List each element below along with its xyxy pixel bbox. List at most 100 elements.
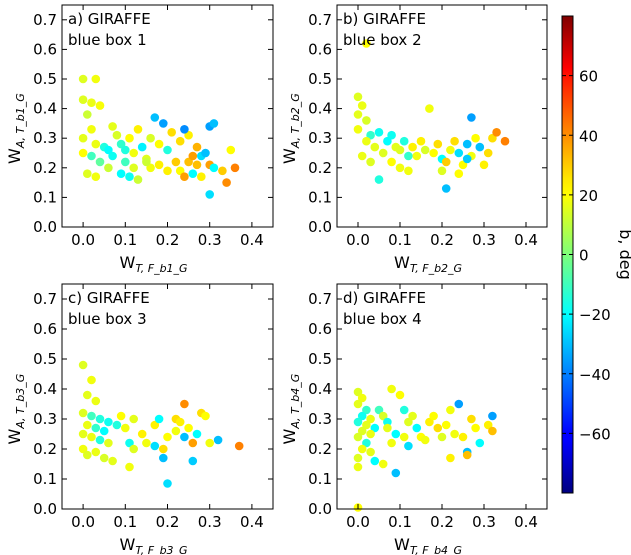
y-axis-label-main: W: [5, 429, 24, 445]
x-axis-label-subscript: T, F_b2_G: [410, 262, 462, 275]
data-point: [184, 423, 193, 433]
data-point: [366, 447, 375, 457]
data-point: [83, 169, 92, 178]
x-tick-label: 0.1: [113, 231, 137, 249]
data-point: [171, 426, 181, 436]
y-tick-label: 0.2: [33, 440, 57, 458]
data-point: [129, 444, 138, 454]
points: [78, 360, 244, 488]
x-axis-label: WT, F_b1_G: [120, 253, 188, 275]
x-tick-label: 0.4: [514, 231, 538, 249]
y-axis-label: WA, T_b4_G: [280, 374, 302, 445]
panel-3: 0.0 0.1 0.2 0.3 0.4 0.0 0.1 0.2 0.3 0.4 0.5 0.6 0.7 c…: [5, 283, 274, 555]
data-point: [78, 148, 88, 158]
x-axis-label-subscript: T, F_b1_G: [135, 262, 187, 275]
data-point: [222, 178, 231, 187]
data-point: [108, 122, 117, 131]
data-point: [437, 166, 447, 176]
x-tick-label: 0.3: [198, 513, 222, 531]
data-point: [129, 163, 138, 173]
data-point: [125, 133, 134, 143]
data-point: [366, 130, 375, 140]
x-tick-label: 0.4: [240, 513, 264, 531]
points: [353, 39, 510, 193]
data-point: [441, 184, 451, 193]
data-point: [180, 432, 189, 442]
data-point: [399, 432, 409, 442]
colorbar-tick-label: 0: [579, 247, 589, 265]
data-point: [366, 157, 375, 167]
data-point: [91, 423, 101, 433]
data-point: [201, 148, 210, 158]
y-tick-label: 0.3: [308, 410, 332, 428]
x-tick-label: 0.3: [472, 513, 496, 531]
data-point: [83, 420, 92, 430]
y-axis-label: WA, T_b3_G: [5, 374, 27, 445]
data-point: [378, 148, 388, 158]
y-tick-label: 0.3: [33, 129, 57, 147]
data-point: [146, 133, 155, 143]
colorbar-tick-label: −60: [579, 425, 611, 443]
x-tick-label: 0.3: [198, 231, 222, 249]
data-point: [78, 408, 88, 418]
data-point: [83, 110, 92, 119]
data-point: [87, 125, 96, 134]
y-axis-label-main: W: [280, 429, 299, 445]
data-point: [500, 136, 510, 146]
data-point: [450, 136, 459, 146]
y-axis-label-subscript: A, T_b3_G: [14, 374, 27, 430]
y-tick-label: 0.7: [33, 11, 57, 29]
data-point: [366, 429, 375, 439]
x-tick-label: 0.1: [388, 231, 412, 249]
data-point: [357, 426, 367, 436]
x-tick-label: 0.0: [71, 513, 95, 531]
x-axis-label-main: W: [120, 253, 136, 272]
data-point: [353, 110, 363, 119]
panel-title: c) GIRAFFE: [68, 289, 150, 307]
data-point: [387, 384, 396, 394]
data-point: [362, 438, 371, 448]
data-point: [446, 453, 455, 463]
x-axis-label-main: W: [394, 253, 410, 272]
data-point: [171, 157, 181, 167]
data-point: [125, 462, 134, 472]
data-point: [374, 175, 384, 184]
data-point: [104, 163, 113, 173]
data-point: [150, 113, 160, 122]
points: [78, 74, 240, 199]
data-point: [213, 435, 223, 445]
data-point: [404, 441, 413, 451]
panel-2: 0.0 0.1 0.2 0.3 0.4 0.0 0.1 0.2 0.3 0.4 0.5 0.6 0.7 b…: [280, 4, 548, 275]
x-axis-label: WT, F_b4_G: [394, 535, 462, 555]
data-point: [180, 172, 189, 181]
y-tick-label: 0.5: [308, 70, 332, 88]
data-point: [226, 145, 236, 155]
data-point: [488, 426, 497, 436]
y-tick-label: 0.3: [308, 129, 332, 147]
data-point: [433, 423, 443, 433]
data-point: [353, 417, 363, 427]
y-tick-label: 0.6: [308, 40, 332, 58]
data-point: [399, 405, 409, 415]
data-point: [433, 139, 443, 149]
data-point: [408, 142, 417, 152]
data-point: [78, 95, 88, 104]
x-tick-label: 0.3: [472, 231, 496, 249]
data-point: [395, 145, 405, 155]
data-point: [362, 405, 371, 415]
y-tick-label: 0.0: [308, 500, 332, 518]
data-point: [467, 414, 476, 424]
data-point: [163, 432, 172, 442]
data-point: [441, 420, 451, 430]
data-point: [370, 456, 380, 466]
data-point: [180, 125, 189, 134]
y-tick-label: 0.6: [33, 40, 57, 58]
data-point: [137, 142, 147, 152]
data-point: [395, 390, 405, 400]
data-point: [192, 160, 202, 170]
y-axis-label-main: W: [280, 148, 299, 164]
data-point: [188, 169, 198, 178]
x-tick-label: 0.2: [156, 513, 180, 531]
y-axis-label-main: W: [5, 148, 24, 164]
